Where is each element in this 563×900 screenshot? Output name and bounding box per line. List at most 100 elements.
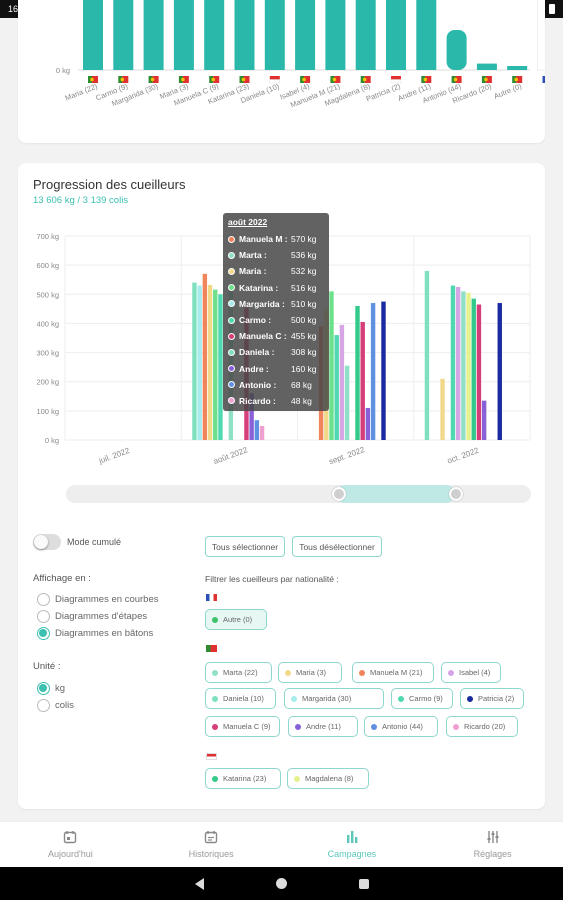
bar-katarina[interactable] (213, 289, 218, 440)
radio-bar[interactable] (37, 627, 50, 640)
harvester-filter-chip[interactable]: Daniela (10) (205, 688, 276, 709)
bar-autre[interactable] (381, 301, 386, 440)
bar-autre[interactable] (497, 303, 502, 440)
chip-color-dot (448, 669, 454, 676)
display-option-line[interactable]: Diagrammes en courbes (37, 593, 159, 606)
x-tick-label: août 2022 (212, 445, 249, 466)
date-range-selection[interactable] (336, 485, 455, 503)
top-chart-flag-pt-icon (512, 76, 523, 83)
harvester-filter-chip[interactable]: Margarida (30) (284, 688, 384, 709)
harvester-filter-chip[interactable]: Andre (11) (288, 716, 358, 737)
top-chart-y-tick: 0 kg (56, 66, 70, 75)
unit-label: Unité : (33, 661, 61, 672)
calendar-history-icon (204, 831, 218, 844)
harvester-filter-chip[interactable]: Magdalena (8) (287, 768, 369, 789)
nav-label-campaigns: Campagnes (327, 849, 377, 859)
top-chart-bar (355, 0, 376, 70)
unit-option-kg[interactable]: kg (37, 682, 65, 695)
bar-marta[interactable] (461, 291, 466, 440)
harvester-filter-chip[interactable]: Antonio (44) (364, 716, 438, 737)
top-chart-flag-pt-icon (300, 76, 311, 83)
tooltip-value: 516 kg (291, 282, 317, 293)
bar-katarina[interactable] (329, 291, 334, 440)
top-chart-x-label: Maria (22) (64, 81, 100, 102)
harvester-filter-chip[interactable]: Isabel (4) (441, 662, 501, 683)
select-all-button[interactable]: Tous sélectionner (205, 536, 285, 557)
harvester-filter-chip[interactable]: Carmo (9) (391, 688, 453, 709)
x-tick-label: juil. 2022 (97, 446, 132, 466)
bar-isabel[interactable] (339, 324, 345, 440)
tooltip-row: Daniela : 308 kg (228, 344, 324, 360)
y-tick-label: 400 kg (36, 319, 59, 328)
top-chart-bar (143, 0, 164, 70)
bar-margarida[interactable] (197, 285, 202, 440)
bar-manuela-c[interactable] (360, 321, 365, 440)
chip-label: Katarina (23) (223, 774, 267, 783)
chip-color-dot (295, 723, 301, 730)
recent-apps-icon[interactable] (358, 878, 369, 889)
radio-step[interactable] (37, 610, 50, 623)
nav-item-today[interactable]: Aujourd'hui (0, 822, 141, 867)
harvester-filter-chip[interactable]: Maria (3) (278, 662, 342, 683)
chip-label: Maria (3) (296, 668, 327, 677)
bar-daniela[interactable] (192, 282, 197, 440)
bar-ricardo[interactable] (259, 426, 265, 440)
back-icon[interactable] (194, 877, 204, 890)
tooltip-name: Katarina : (239, 282, 279, 293)
bar-manuela-m[interactable] (202, 273, 208, 440)
display-option-bar[interactable]: Diagrammes en bâtons (37, 627, 153, 640)
bar-antonio[interactable] (370, 303, 376, 440)
harvester-totals-card: 0 kg Maria (22) Carmo (9) Margarida (30) Mar… (18, 0, 558, 143)
chip-color-dot (212, 723, 218, 730)
top-chart-flag-pt-icon (451, 76, 462, 83)
bar-andre[interactable] (249, 393, 254, 440)
bar-andre[interactable] (481, 400, 487, 440)
tooltip-swatch (228, 300, 235, 308)
bar-carmo[interactable] (218, 294, 223, 440)
range-start-handle[interactable] (332, 487, 346, 501)
range-end-handle[interactable] (449, 487, 463, 501)
harvester-filter-chip[interactable]: Manuela C (9) (205, 716, 280, 737)
harvester-filter-chip[interactable]: Katarina (23) (205, 768, 281, 789)
bar-patricia[interactable] (355, 305, 360, 440)
bar-andre[interactable] (365, 407, 371, 440)
bar-antonio[interactable] (254, 420, 260, 440)
bar-isabel[interactable] (455, 287, 461, 440)
bar-daniela[interactable] (424, 270, 430, 440)
nav-item-campaigns[interactable]: Campagnes (282, 822, 423, 867)
bar-marta[interactable] (344, 365, 350, 440)
home-icon[interactable] (275, 878, 287, 889)
deselect-all-button[interactable]: Tous désélectionner (292, 536, 382, 557)
bar-carmo[interactable] (450, 285, 456, 440)
harvester-filter-chip[interactable]: Patricia (2) (460, 688, 524, 709)
tooltip-row: Katarina : 516 kg (228, 280, 324, 296)
top-chart-bar-empty (537, 0, 558, 71)
bar-magdalena[interactable] (466, 292, 471, 440)
tooltip-value: 308 kg (291, 347, 317, 358)
nav-item-history[interactable]: Historiques (141, 822, 282, 867)
bar-carmo[interactable] (334, 335, 339, 440)
radio-line[interactable] (37, 593, 50, 606)
harvester-filter-chip[interactable]: Autre (0) (205, 609, 267, 630)
progression-title: Progression des cueilleurs (33, 177, 186, 192)
tooltip-value: 160 kg (291, 363, 317, 374)
unit-option-colis[interactable]: colis (37, 699, 74, 712)
bar-manuela-c[interactable] (476, 304, 482, 440)
bar-patricia[interactable] (471, 298, 476, 440)
harvester-filter-chip[interactable]: Marta (22) (205, 662, 272, 683)
chip-label: Andre (11) (306, 722, 341, 731)
bar-maria[interactable] (207, 284, 213, 440)
nav-item-settings[interactable]: Réglages (422, 822, 563, 867)
radio-colis[interactable] (37, 699, 50, 712)
radio-kg[interactable] (37, 682, 50, 695)
harvester-filter-chip[interactable]: Manuela M (21) (352, 662, 434, 683)
top-chart-bar (234, 0, 255, 70)
display-option-step[interactable]: Diagrammes d'étapes (37, 610, 147, 623)
tooltip-name: Maria : (239, 266, 267, 277)
bar-maria[interactable] (440, 378, 445, 440)
chip-color-dot (294, 775, 300, 782)
chip-color-dot (359, 669, 365, 676)
harvester-filter-chip[interactable]: Ricardo (20) (446, 716, 518, 737)
cumulative-mode-toggle[interactable] (33, 534, 61, 550)
date-range-slider[interactable] (66, 485, 531, 503)
